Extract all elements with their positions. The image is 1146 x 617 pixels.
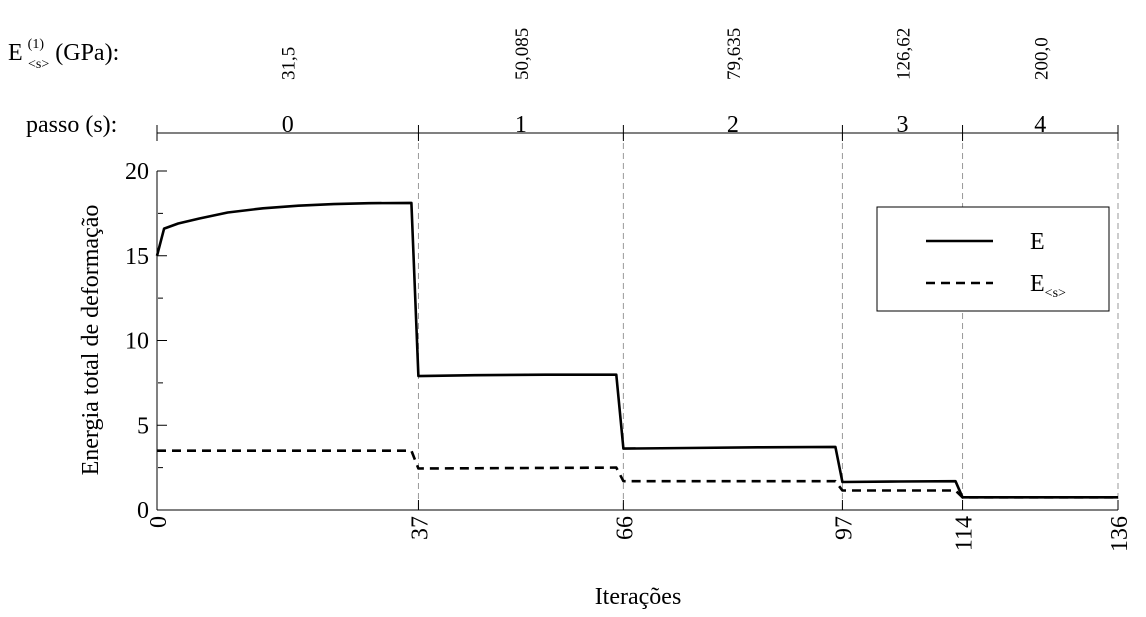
modulus-value-4: 200,0	[1031, 37, 1052, 80]
legend-label-1: E<s>	[1030, 271, 1066, 301]
modulus-subscript: <s>	[28, 57, 49, 72]
modulus-value-0: 31,5	[279, 47, 300, 80]
x-tick-label-4: 114	[952, 516, 978, 551]
y-tick-label-3: 15	[125, 244, 149, 270]
step-axis-marks: 0 1 2 3 4 31,5 50,085 79,635 126,62 200,0	[156, 28, 1119, 141]
modulus-value-3: 126,62	[893, 28, 914, 80]
step-axis-label: passo (s):	[26, 112, 117, 138]
legend-label-sub-1: <s>	[1045, 286, 1066, 301]
step-label-3: 3	[896, 112, 908, 138]
legend-label-main-0: E	[1030, 229, 1045, 255]
y-axis-label: Energia total de deformação	[78, 205, 104, 476]
y-tick-label-2: 10	[125, 329, 149, 355]
x-tick-label-1: 37	[407, 516, 433, 540]
modulus-superscript: (1)	[28, 37, 45, 52]
series-line-1	[157, 449, 1118, 499]
legend-box	[876, 206, 1110, 312]
modulus-value-2: 79,635	[724, 28, 745, 80]
y-tick-label-4: 20	[125, 159, 149, 185]
legend-label-0: E	[1030, 229, 1045, 255]
modulus-axis-label: E (1) <s> (GPa):	[8, 28, 119, 74]
plot-frame: 0 5 10 15 20 0 37 66 97 114 136	[125, 159, 1133, 552]
x-tick-label-2: 66	[612, 516, 638, 540]
modulus-unit: (GPa):	[55, 40, 119, 66]
modulus-symbol: E	[8, 40, 23, 66]
x-tick-label-0: 0	[146, 516, 172, 528]
modulus-value-1: 50,085	[512, 28, 533, 80]
step-label-4: 4	[1034, 112, 1046, 138]
x-axis-label: Iterações	[595, 584, 682, 610]
step-boundary-grid	[417, 133, 1119, 510]
step-label-2: 2	[727, 112, 739, 138]
y-tick-label-1: 5	[137, 413, 149, 439]
top-step-axes: E (1) <s> (GPa): passo (s): 0 1 2 3 4 31,5 50,…	[8, 28, 1119, 141]
legend: EE<s>	[876, 206, 1110, 312]
y-tick-label-0: 0	[137, 498, 149, 524]
legend-label-main-1: E	[1030, 271, 1045, 297]
x-tick-label-3: 97	[831, 516, 857, 540]
step-label-0: 0	[282, 112, 294, 138]
step-label-1: 1	[515, 112, 527, 138]
x-tick-label-5: 136	[1107, 516, 1133, 552]
series-layer	[155, 201, 1118, 499]
series-line-0	[155, 201, 1118, 499]
